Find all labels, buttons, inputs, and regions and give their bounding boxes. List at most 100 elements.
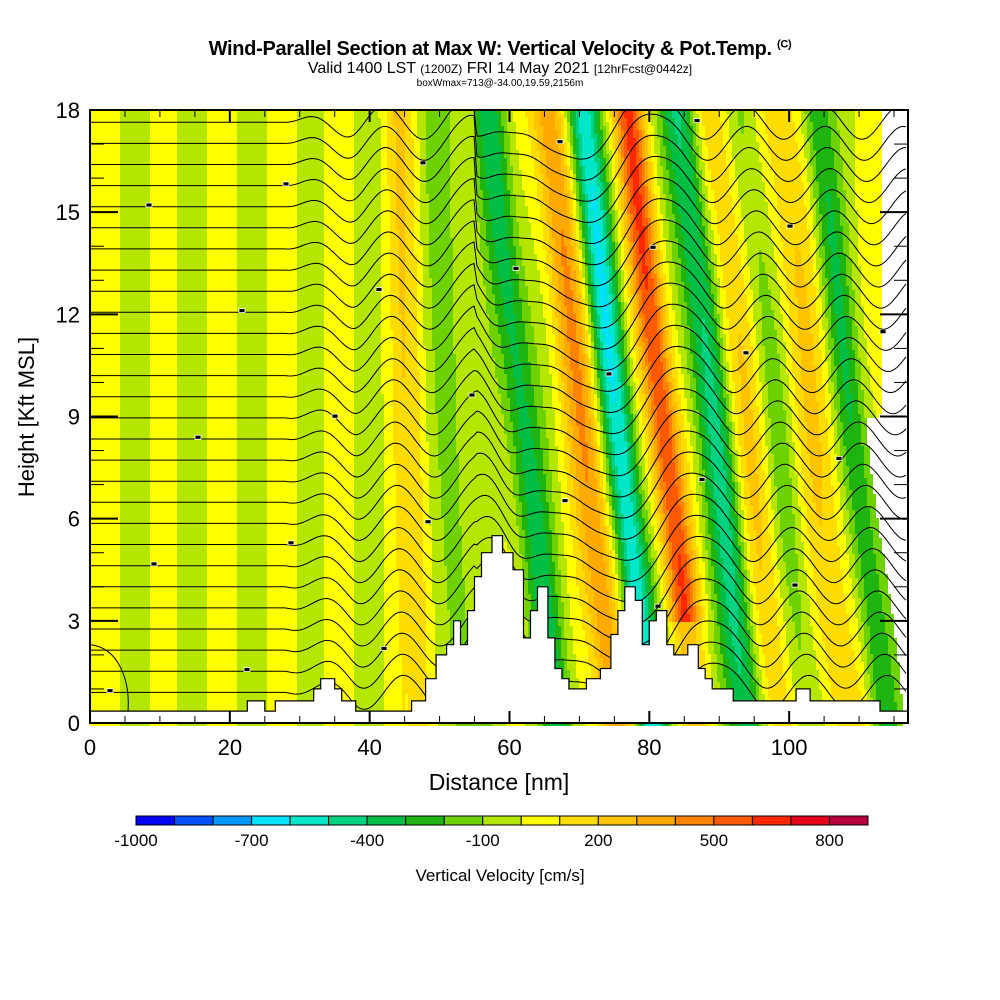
w-cell xyxy=(531,142,537,146)
w-cell xyxy=(807,206,810,210)
w-cell xyxy=(744,114,753,118)
w-cell xyxy=(588,206,591,210)
w-cell xyxy=(672,110,681,114)
w-cell xyxy=(645,282,648,286)
w-cell xyxy=(564,134,567,138)
w-cell xyxy=(453,294,486,298)
w-cell xyxy=(267,326,297,330)
w-cell xyxy=(738,118,744,122)
w-cell xyxy=(714,238,720,242)
w-cell xyxy=(684,250,702,254)
w-cell xyxy=(582,266,585,270)
w-cell xyxy=(720,250,738,254)
w-cell xyxy=(798,158,807,162)
w-cell xyxy=(651,242,654,246)
w-cell xyxy=(504,186,507,190)
w-cell xyxy=(582,210,585,214)
w-cell xyxy=(177,142,207,146)
w-cell xyxy=(603,262,606,266)
w-cell xyxy=(849,306,855,310)
w-cell xyxy=(432,278,453,282)
w-cell xyxy=(819,194,825,198)
w-cell xyxy=(717,310,723,314)
w-cell xyxy=(630,310,633,314)
w-cell xyxy=(663,178,669,182)
w-cell xyxy=(543,294,549,298)
w-cell xyxy=(618,122,621,126)
w-cell xyxy=(324,146,354,150)
w-cell xyxy=(618,226,621,230)
w-cell xyxy=(795,262,801,266)
w-cell xyxy=(636,262,642,266)
w-cell xyxy=(120,166,150,170)
w-cell xyxy=(729,130,741,134)
w-cell xyxy=(576,190,579,194)
w-cell xyxy=(594,334,597,338)
w-cell xyxy=(354,330,381,334)
w-cell xyxy=(816,290,819,294)
w-cell xyxy=(840,134,855,138)
w-cell xyxy=(177,238,207,242)
w-cell xyxy=(582,158,594,162)
w-cell xyxy=(534,114,540,118)
w-cell xyxy=(354,338,381,342)
w-cell xyxy=(297,258,324,262)
w-cell xyxy=(582,170,585,174)
w-cell xyxy=(654,194,657,198)
w-cell xyxy=(390,290,399,294)
w-cell xyxy=(507,174,513,178)
w-cell xyxy=(648,186,651,190)
w-cell xyxy=(606,178,609,182)
w-cell xyxy=(774,322,783,326)
w-cell xyxy=(657,322,660,326)
w-cell xyxy=(621,214,624,218)
w-cell xyxy=(507,318,516,322)
w-cell xyxy=(687,278,705,282)
w-cell xyxy=(576,230,579,234)
w-cell xyxy=(594,270,597,274)
w-cell xyxy=(621,254,624,258)
w-cell xyxy=(534,174,543,178)
w-cell xyxy=(636,242,639,246)
w-cell xyxy=(624,302,627,306)
w-cell xyxy=(207,190,237,194)
w-cell xyxy=(120,338,150,342)
w-cell xyxy=(381,254,390,258)
w-cell xyxy=(561,314,567,318)
w-cell xyxy=(795,274,804,278)
w-cell xyxy=(597,178,600,182)
w-cell xyxy=(660,334,663,338)
w-cell xyxy=(648,166,651,170)
w-cell xyxy=(501,170,507,174)
w-cell xyxy=(798,298,807,302)
w-cell xyxy=(567,174,570,178)
w-cell xyxy=(771,222,780,226)
w-cell xyxy=(579,278,582,282)
w-cell xyxy=(690,346,696,350)
w-cell xyxy=(417,286,423,290)
w-cell xyxy=(297,302,324,306)
w-cell xyxy=(657,202,660,206)
w-cell xyxy=(615,334,618,338)
w-cell xyxy=(762,302,771,306)
w-cell xyxy=(423,262,429,266)
w-cell xyxy=(687,266,705,270)
w-cell xyxy=(474,142,477,146)
w-cell xyxy=(474,126,477,130)
w-cell xyxy=(390,198,396,202)
w-cell xyxy=(381,322,390,326)
w-cell xyxy=(648,206,651,210)
w-cell xyxy=(549,234,552,238)
w-cell xyxy=(150,254,177,258)
w-cell xyxy=(606,286,609,290)
w-cell xyxy=(558,342,564,346)
w-cell xyxy=(648,178,651,182)
w-cell xyxy=(405,222,414,226)
w-cell xyxy=(579,154,582,158)
w-cell xyxy=(837,110,855,114)
w-cell xyxy=(663,250,666,254)
w-cell xyxy=(630,354,636,358)
w-cell xyxy=(522,306,531,310)
w-cell xyxy=(297,146,324,150)
w-cell xyxy=(867,354,882,358)
